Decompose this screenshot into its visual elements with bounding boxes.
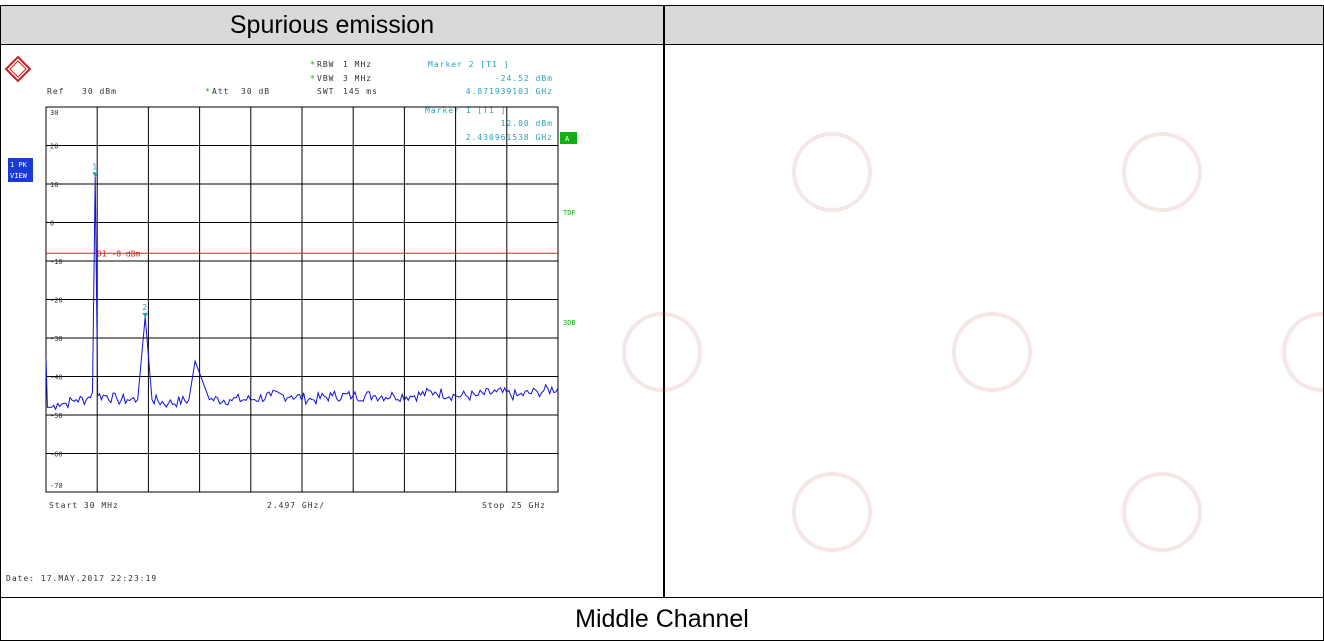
span-label: 2.497 GHz/ xyxy=(267,501,325,510)
marker-2-label: 2 xyxy=(142,303,147,312)
marker-group: 12 xyxy=(92,162,149,318)
rbw-value: 1 MHz xyxy=(343,60,372,69)
marker-1-symbol xyxy=(92,172,99,178)
y-tick-label: 30 xyxy=(50,109,58,117)
y-tick-label: -60 xyxy=(50,451,63,459)
att-value: 30 dB xyxy=(241,87,270,96)
rbw-label: RBW xyxy=(317,60,334,69)
y-tick-label: -20 xyxy=(50,297,63,305)
trace-mode-badge: 1 PK VIEW xyxy=(8,158,33,182)
stop-label: Stop 25 GHz xyxy=(482,501,546,510)
header-empty-cell xyxy=(665,6,1323,44)
y-tick-label: 10 xyxy=(50,181,58,189)
y-tick-label: -10 xyxy=(50,258,63,266)
plot-grid xyxy=(45,106,559,493)
ref-value: 30 dBm xyxy=(82,87,117,96)
watermark-logo xyxy=(790,470,874,554)
watermark-logo xyxy=(1280,310,1324,394)
watermark-logo xyxy=(950,310,1034,394)
y-tick-label: -70 xyxy=(50,482,63,490)
marker2-level: -24.52 dBm xyxy=(495,74,553,83)
marker-1-label: 1 xyxy=(92,162,97,171)
date-label: Date: 17.MAY.2017 22:23:19 xyxy=(6,574,157,583)
watermark-logo xyxy=(1120,130,1204,214)
vbw-value: 3 MHz xyxy=(343,74,372,83)
swt-label: SWT xyxy=(317,87,334,96)
side-3db-text: 3DB xyxy=(563,319,576,327)
swt-value: 145 ms xyxy=(343,87,378,96)
y-tick-label: -30 xyxy=(50,335,63,343)
att-label: Att xyxy=(212,87,229,96)
marker1-freq: 2.430961538 GHz xyxy=(466,133,553,142)
side-a-text: A xyxy=(565,135,570,143)
y-tick-labels: 30 20 10 0 -10 -20 -30 -40 -50 -60 -70 xyxy=(50,109,63,490)
marker2-title: Marker 2 [T1 ] xyxy=(428,60,509,69)
att-star: * xyxy=(205,87,211,96)
limit-line-label: D1 -8 dBm xyxy=(97,249,141,258)
marker2-freq: 4.871939103 GHz xyxy=(466,87,553,96)
watermark-logo xyxy=(1120,470,1204,554)
rbw-star: * xyxy=(310,60,316,69)
vbw-star: * xyxy=(310,74,316,83)
side-a-box xyxy=(560,132,577,144)
y-tick-label: -50 xyxy=(50,412,63,420)
header-title: Spurious emission xyxy=(1,6,663,44)
ref-label: Ref xyxy=(47,87,64,96)
marker1-title: Marker 1 [T1 ] xyxy=(425,106,506,115)
watermark-logo xyxy=(620,310,704,394)
spectrum-trace xyxy=(45,176,559,411)
start-label: Start 30 MHz xyxy=(49,501,119,510)
marker1-level: 12.00 dBm xyxy=(501,119,553,128)
y-tick-label: 0 xyxy=(50,220,54,228)
y-tick-label: -40 xyxy=(50,374,63,382)
vbw-label: VBW xyxy=(317,74,334,83)
rohde-schwarz-logo xyxy=(4,55,32,83)
trace-view-text: VIEW xyxy=(10,172,28,180)
spectrum-plot: Ref 30 dBm * Att 30 dB * RBW 1 MHz * VBW… xyxy=(4,55,577,583)
footer-label: Middle Channel xyxy=(1,598,1323,640)
y-tick-label: 20 xyxy=(50,143,58,151)
trace-mode-text: 1 PK xyxy=(10,161,28,169)
side-tdf-text: TDF xyxy=(563,209,576,217)
marker-2-symbol xyxy=(142,312,149,318)
watermark-logo xyxy=(790,130,874,214)
